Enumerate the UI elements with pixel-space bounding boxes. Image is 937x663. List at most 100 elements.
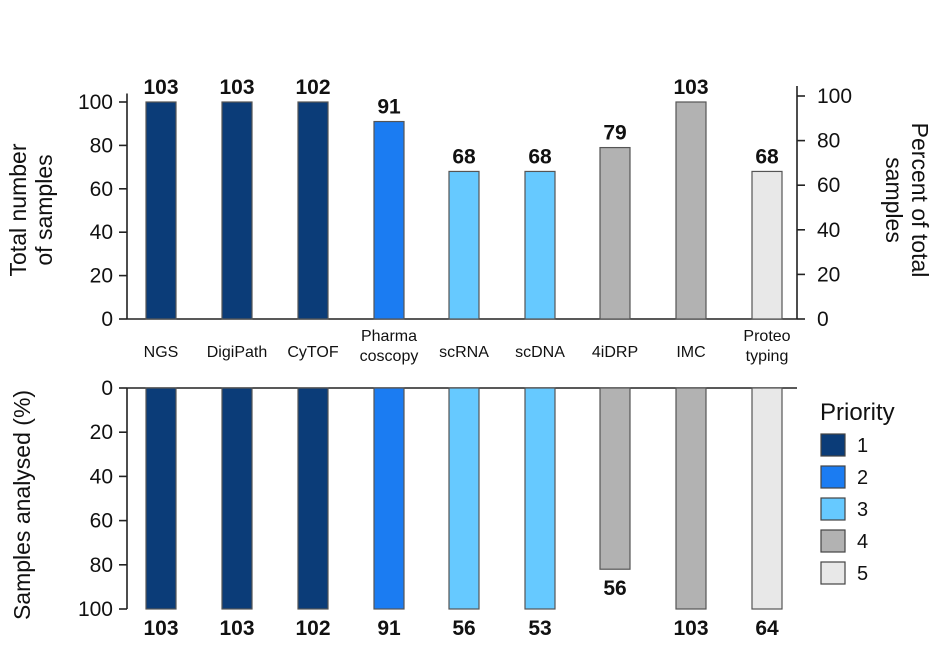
top-panel: 0 20 40 60 80 100 0 20 40 60 80 100 Total numberof s… bbox=[5, 76, 933, 331]
bottom-data-label: 103 bbox=[219, 617, 254, 640]
bottom-data-label: 56 bbox=[603, 577, 626, 600]
legend-label: 4 bbox=[857, 531, 868, 553]
category-label-line: DigiPath bbox=[207, 344, 267, 361]
bottom-y-tick-label: 100 bbox=[78, 598, 113, 621]
category-label-line: NGS bbox=[144, 344, 179, 361]
top-left-y-tick-label: 60 bbox=[90, 178, 113, 201]
category-label: scDNA bbox=[515, 344, 565, 361]
category-label-line: scRNA bbox=[439, 344, 489, 361]
category-label: CyTOF bbox=[287, 344, 338, 361]
top-data-labels: 103 103 102 91 68 68 79 103 68 bbox=[143, 76, 779, 168]
top-right-y-tick-label: 100 bbox=[817, 85, 852, 108]
top-bar bbox=[448, 170, 480, 320]
legend-swatch bbox=[820, 561, 846, 585]
legend-swatch bbox=[820, 497, 846, 521]
category-label: 4iDRP bbox=[592, 344, 638, 361]
bottom-data-label: 56 bbox=[452, 617, 475, 640]
bottom-y-axis-title: Samples analysed (%) bbox=[9, 390, 35, 620]
category-label-line: typing bbox=[746, 348, 789, 365]
bottom-data-label: 102 bbox=[295, 617, 330, 640]
category-labels: NGS DigiPath CyTOF Pharma coscopy scRNA scDNA 4… bbox=[144, 328, 791, 365]
top-right-y-axis-title-line: Percent of total bbox=[907, 123, 933, 278]
top-data-label: 102 bbox=[295, 76, 330, 99]
category-label-line: scDNA bbox=[515, 344, 565, 361]
top-bar bbox=[373, 120, 405, 320]
legend-label: 2 bbox=[857, 467, 868, 489]
bottom-bar bbox=[524, 387, 556, 610]
category-label: DigiPath bbox=[207, 344, 267, 361]
top-left-y-tick-label: 80 bbox=[90, 134, 113, 157]
top-data-label: 103 bbox=[143, 76, 178, 99]
legend-label: 1 bbox=[857, 435, 868, 457]
top-bar bbox=[675, 101, 707, 320]
category-label: scRNA bbox=[439, 344, 489, 361]
bottom-bar bbox=[599, 387, 631, 570]
top-bar bbox=[524, 170, 556, 320]
top-left-y-axis-title: Total numberof samples bbox=[5, 143, 57, 276]
bottom-data-labels: 103 103 102 91 56 53 56 103 64 bbox=[143, 577, 779, 640]
top-data-label: 79 bbox=[603, 122, 626, 145]
bottom-y-tick-label: 0 bbox=[101, 377, 113, 400]
top-bar bbox=[145, 101, 177, 320]
top-left-y-tick-label: 40 bbox=[90, 221, 113, 244]
bottom-data-label: 91 bbox=[377, 617, 401, 640]
top-bars bbox=[145, 101, 783, 320]
top-left-y-axis-title-line: Total number bbox=[5, 143, 31, 276]
legend-swatch bbox=[820, 529, 846, 553]
bottom-data-label: 53 bbox=[528, 617, 551, 640]
top-right-y-axis-title: Percent of totalsamples bbox=[881, 123, 933, 278]
top-bar bbox=[221, 101, 253, 320]
bottom-y-tick-label: 60 bbox=[90, 510, 113, 533]
bottom-y-tick-label: 20 bbox=[90, 421, 113, 444]
top-left-y-axis-title-line: of samples bbox=[31, 154, 57, 265]
bottom-bar bbox=[297, 387, 329, 610]
bottom-y-tick-label: 80 bbox=[90, 554, 113, 577]
legend-swatch bbox=[820, 465, 846, 489]
bottom-bar bbox=[675, 387, 707, 610]
bottom-bars bbox=[145, 387, 783, 610]
top-right-y-tick-label: 40 bbox=[817, 219, 840, 242]
top-right-y-axis-title-line: samples bbox=[881, 157, 907, 243]
legend-swatch bbox=[820, 433, 846, 457]
top-left-y-tick-label: 100 bbox=[78, 91, 113, 114]
bottom-bar bbox=[751, 387, 783, 610]
top-data-label: 103 bbox=[673, 76, 708, 99]
category-label: NGS bbox=[144, 344, 179, 361]
category-label-line: 4iDRP bbox=[592, 344, 638, 361]
top-right-y-tick-label: 20 bbox=[817, 263, 840, 286]
category-label-line: IMC bbox=[676, 344, 705, 361]
top-bar bbox=[297, 101, 329, 320]
legend-title: Priority bbox=[820, 399, 895, 426]
top-left-y-tick-label: 20 bbox=[90, 265, 113, 288]
category-label-line: Pharma bbox=[361, 328, 417, 345]
top-data-label: 68 bbox=[528, 145, 552, 168]
bottom-data-label: 103 bbox=[143, 617, 178, 640]
top-axes: 0 20 40 60 80 100 0 20 40 60 80 100 Total numberof s… bbox=[5, 85, 933, 331]
legend-label: 3 bbox=[857, 499, 868, 521]
category-label: IMC bbox=[676, 344, 705, 361]
category-label-line: Proteo bbox=[743, 328, 790, 345]
top-right-y-tick-label: 60 bbox=[817, 174, 840, 197]
top-left-y-tick-label: 0 bbox=[101, 308, 113, 331]
bottom-bar bbox=[448, 387, 480, 610]
top-right-y-tick-label: 80 bbox=[817, 130, 840, 153]
category-label-line: coscopy bbox=[360, 348, 419, 365]
category-label: Proteo typing bbox=[743, 328, 790, 365]
top-right-y-tick-label: 0 bbox=[817, 308, 829, 331]
legend: Priority 1 2 3 4 5 bbox=[820, 399, 895, 585]
bottom-data-label: 103 bbox=[673, 617, 708, 640]
top-data-label: 91 bbox=[377, 96, 401, 119]
bottom-bar bbox=[145, 387, 177, 610]
category-label: Pharma coscopy bbox=[360, 328, 419, 365]
top-bar bbox=[599, 146, 631, 320]
bottom-data-label: 64 bbox=[755, 617, 779, 640]
bottom-bar bbox=[373, 387, 405, 610]
top-data-label: 68 bbox=[452, 145, 476, 168]
bottom-y-tick-label: 40 bbox=[90, 465, 113, 488]
legend-label: 5 bbox=[857, 563, 868, 585]
bottom-bar bbox=[221, 387, 253, 610]
top-bar bbox=[751, 170, 783, 320]
top-data-label: 103 bbox=[219, 76, 254, 99]
